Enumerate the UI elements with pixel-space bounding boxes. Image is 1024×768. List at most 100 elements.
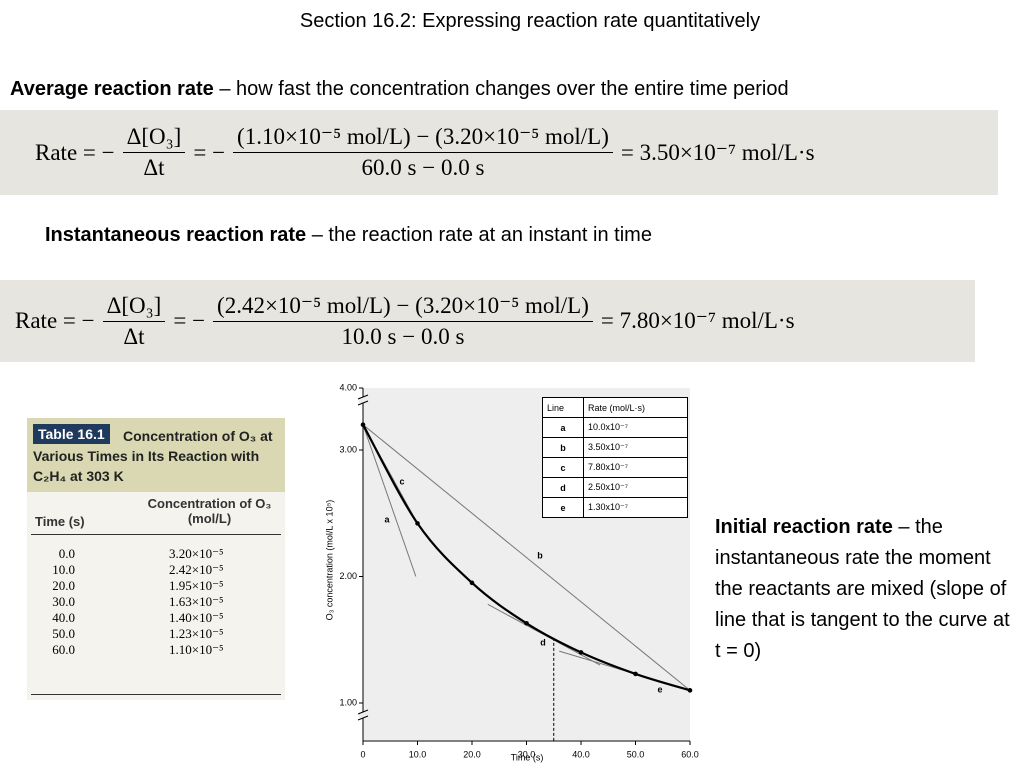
eq-mid: = − xyxy=(193,139,226,165)
legend-cell: c xyxy=(542,457,584,478)
cell-conc: 1.95×10⁻⁵ xyxy=(169,578,224,593)
fraction: Δ[O₃] Δt xyxy=(122,124,186,181)
tangent-label: b xyxy=(537,550,543,560)
table-header: Concentration of O₃ at Various Times in … xyxy=(27,418,285,492)
legend-cell: 3.50x10⁻⁷ xyxy=(582,437,689,458)
numerator: Δ[O₃] xyxy=(102,293,166,322)
data-point xyxy=(687,688,693,693)
legend-row: e 1.30x10⁻⁷ xyxy=(542,497,689,518)
cell-conc: 2.42×10⁻⁵ xyxy=(169,562,224,577)
cell-time: 50.0 xyxy=(52,626,75,641)
legend-header-cell: Rate (mol/L·s) xyxy=(582,397,689,418)
axis-break xyxy=(357,394,369,400)
x-axis-label: Time (s) xyxy=(511,752,544,762)
column-header: Concentration of O₃ (mol/L) xyxy=(147,496,272,526)
term: Average reaction rate xyxy=(10,78,214,100)
tangent-label: e xyxy=(657,684,662,694)
tangent-line xyxy=(362,424,417,577)
legend-cell: e xyxy=(542,497,584,518)
legend-cell: 1.30x10⁻⁷ xyxy=(582,497,689,518)
data-point xyxy=(415,521,420,526)
eq-result: = 7.80×10⁻⁷ mol/L·s xyxy=(600,308,795,333)
cell-time: 20.0 xyxy=(52,578,75,593)
tangent-label: d xyxy=(540,637,546,647)
table-caption: Concentration of O₃ at Various Times in … xyxy=(33,428,273,484)
cell-time: 40.0 xyxy=(52,610,75,625)
definition: – how fast the concentration changes ove… xyxy=(213,78,789,100)
legend-row: d 2.50x10⁻⁷ xyxy=(542,477,689,498)
fraction: Δ[O₃] Δt xyxy=(102,293,166,350)
y-tick-label: 4.00 xyxy=(339,382,357,392)
eq-mid: = − xyxy=(173,308,206,333)
equation: Rate = − Δ[O₃] Δt = − (2.42×10⁻⁵ mol/L) −… xyxy=(0,280,975,362)
x-tick-label: 60.0 xyxy=(681,749,699,759)
y-tick-label: 3.00 xyxy=(339,444,357,454)
numerator: (2.42×10⁻⁵ mol/L) − (3.20×10⁻⁵ mol/L) xyxy=(213,293,593,322)
instantaneous-text: Instantaneous reaction rate – the reacti… xyxy=(45,224,652,247)
denominator: Δt xyxy=(123,323,145,349)
tangent-label: c xyxy=(399,476,404,486)
column-header: Time (s) xyxy=(35,514,85,529)
legend-cell: 2.50x10⁻⁷ xyxy=(582,477,689,498)
numerator: (1.10×10⁻⁵ mol/L) − (3.20×10⁻⁵ mol/L) xyxy=(233,124,613,153)
numerator: Δ[O₃] xyxy=(122,124,186,153)
denominator: Δt xyxy=(143,155,165,180)
x-tick-label: 40.0 xyxy=(572,749,590,759)
x-tick-label: 20.0 xyxy=(463,749,481,759)
tangent-line xyxy=(362,424,691,691)
axis-break xyxy=(357,709,369,715)
legend-table: Line Rate (mol/L·s) a 10.0x10⁻⁷ b 3.50x10⁻⁷ c 7… xyxy=(542,397,689,518)
data-point xyxy=(578,650,584,655)
eq-lhs: Rate = − xyxy=(35,139,115,165)
data-point xyxy=(633,671,638,677)
axis-break xyxy=(357,715,369,721)
cell-time: 60.0 xyxy=(52,642,75,657)
cell-conc: 1.40×10⁻⁵ xyxy=(169,610,224,625)
legend-row: b 3.50x10⁻⁷ xyxy=(542,437,689,458)
denominator: 10.0 s − 0.0 s xyxy=(341,323,465,349)
cell-time: 30.0 xyxy=(52,594,75,609)
legend-cell: 10.0x10⁻⁷ xyxy=(582,417,689,438)
term: Instantaneous reaction rate xyxy=(45,224,307,246)
definition: – the reaction rate at an instant in tim… xyxy=(306,224,652,246)
x-tick-label: 50.0 xyxy=(627,749,645,759)
axis-break xyxy=(359,397,367,403)
x-tick-label: 10.0 xyxy=(409,749,427,759)
y-axis-label: O₃ concentration (mol/L x 10⁵) xyxy=(324,500,334,621)
legend-header-cell: Line xyxy=(542,397,584,418)
legend-row: c 7.80x10⁻⁷ xyxy=(542,457,689,478)
legend-cell: a xyxy=(542,417,584,438)
y-tick-label: 2.00 xyxy=(339,571,357,581)
term: Initial reaction rate xyxy=(715,516,893,538)
legend-row: a 10.0x10⁻⁷ xyxy=(542,417,689,438)
tangent-label: a xyxy=(384,514,390,524)
x-tick-label: 30.0 xyxy=(518,749,536,759)
average-text: Average reaction rate – how fast the con… xyxy=(10,78,789,101)
cell-time: 0.0 xyxy=(58,546,75,561)
denominator: 60.0 s − 0.0 s xyxy=(361,155,485,180)
legend-header: Line Rate (mol/L·s) xyxy=(542,397,689,418)
legend-cell: d xyxy=(542,477,584,498)
equation: Rate = − Δ[O₃] Δt = − (1.10×10⁻⁵ mol/L) −… xyxy=(0,110,998,195)
rule xyxy=(31,694,281,695)
axis-break xyxy=(359,712,367,718)
axis-break xyxy=(357,400,369,406)
cell-conc: 1.63×10⁻⁵ xyxy=(169,594,224,609)
fraction: (1.10×10⁻⁵ mol/L) − (3.20×10⁻⁵ mol/L) 60.… xyxy=(233,124,613,181)
data-point xyxy=(524,621,529,626)
fraction: (2.42×10⁻⁵ mol/L) − (3.20×10⁻⁵ mol/L) 10.… xyxy=(213,293,593,350)
cell-conc: 1.23×10⁻⁵ xyxy=(169,626,224,641)
cell-conc: 1.10×10⁻⁵ xyxy=(169,642,224,657)
legend-cell: 7.80x10⁻⁷ xyxy=(582,457,689,478)
data-table: Concentration of O₃ at Various Times in … xyxy=(27,418,285,700)
data-point xyxy=(469,580,475,586)
rule xyxy=(31,534,281,535)
table-label: Table 16.1 xyxy=(33,424,110,444)
eq-lhs: Rate = − xyxy=(15,308,95,333)
x-tick-label: 0 xyxy=(360,749,365,759)
cell-time: 10.0 xyxy=(52,562,75,577)
legend-cell: b xyxy=(542,437,584,458)
y-tick-label: 1.00 xyxy=(339,697,357,707)
initial-text: Initial reaction rate – the instantaneou… xyxy=(715,512,1015,667)
